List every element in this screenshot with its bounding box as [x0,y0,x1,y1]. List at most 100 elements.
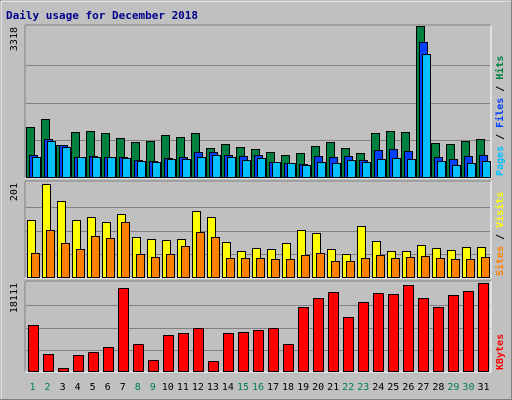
x-tick-label: 4 [75,382,81,393]
bar-pages [212,155,221,178]
bar-pages [47,141,56,178]
bar-kbytes [238,332,249,372]
bar-kbytes [103,347,114,372]
x-tick-label: 5 [90,382,96,393]
bar-pages [422,54,431,178]
bar-sites [331,261,340,278]
bar-sites [166,254,175,278]
bar-pages [62,147,71,178]
bar-kbytes [58,368,69,372]
x-tick-label: 21 [327,382,339,393]
bar-kbytes [118,288,129,372]
legend-entry: KBytes [495,334,506,370]
bar-sites [466,259,475,278]
bar-kbytes [448,295,459,372]
x-tick-label: 6 [105,382,111,393]
x-tick-label: 30 [462,382,474,393]
x-tick-label: 25 [387,382,399,393]
bar-kbytes [403,285,414,372]
legend-entry: / [495,80,506,98]
bar-pages [167,159,176,178]
chart-title: Daily usage for December 2018 [6,9,198,22]
bar-pages [482,161,491,178]
legend: Pages / Files / Hits [494,56,506,176]
bar-sites [376,255,385,278]
legend-entry: Sites [494,246,506,276]
bar-sites [91,236,100,278]
bar-pages [77,157,86,178]
x-tick-label: 11 [177,382,189,393]
bar-sites [46,230,55,278]
bar-pages [347,160,356,178]
x-tick-label: 10 [162,382,174,393]
bar-kbytes [433,307,444,372]
bar-pages [317,162,326,178]
x-tick-label: 20 [312,382,324,393]
bar-pages [332,163,341,178]
legend: Sites / Visits [494,192,506,276]
x-tick-label: 31 [477,382,489,393]
x-tick-label: 15 [237,382,249,393]
bar-kbytes [388,294,399,372]
x-tick-label: 9 [150,382,156,393]
x-tick-label: 23 [357,382,369,393]
bar-sites [391,258,400,278]
bar-kbytes [328,292,339,372]
bar-sites [226,258,235,278]
x-tick-label: 29 [447,382,459,393]
bar-kbytes [373,293,384,372]
bar-kbytes [148,360,159,372]
bar-kbytes [43,354,54,372]
x-tick-label: 13 [207,382,219,393]
bar-kbytes [253,330,264,372]
bar-pages [392,158,401,178]
bar-pages [437,161,446,178]
bar-pages [272,162,281,178]
x-tick-label: 12 [192,382,204,393]
bar-pages [377,159,386,178]
y-max-label: 18111 [9,283,20,313]
legend-entry: Hits [494,56,506,80]
x-tick-label: 18 [282,382,294,393]
bar-pages [287,163,296,178]
x-tick-label: 14 [222,382,234,393]
bar-sites [31,253,40,278]
bar-sites [61,243,70,278]
bar-kbytes [463,291,474,372]
bar-kbytes [478,283,489,372]
bar-pages [257,158,266,178]
legend-entry: Files [494,98,506,128]
bar-sites [451,259,460,278]
bar-kbytes [313,298,324,372]
legend-entry: Visits [494,192,506,228]
bar-sites [196,232,205,278]
bar-sites [211,237,220,278]
bar-pages [92,157,101,178]
bar-pages [467,163,476,178]
bar-sites [421,256,430,278]
bar-sites [121,222,130,278]
x-tick-label: 8 [135,382,141,393]
bar-sites [301,255,310,278]
bar-pages [182,159,191,178]
x-tick-label: 7 [120,382,126,393]
legend-entry: Pages [495,146,506,176]
bar-sites [406,257,415,278]
bar-kbytes [223,333,234,372]
bar-pages [32,157,41,178]
x-tick-label: 2 [45,382,51,393]
bar-pages [452,165,461,178]
bar-pages [152,162,161,178]
x-tick-label: 3 [60,382,66,393]
y-max-label: 3318 [9,27,20,51]
bar-pages [302,165,311,178]
bar-sites [241,258,250,278]
bar-sites [271,259,280,278]
x-tick-label: 26 [402,382,414,393]
x-tick-label: 17 [267,382,279,393]
bar-kbytes [178,333,189,372]
bar-pages [227,157,236,178]
bar-sites [361,258,370,278]
